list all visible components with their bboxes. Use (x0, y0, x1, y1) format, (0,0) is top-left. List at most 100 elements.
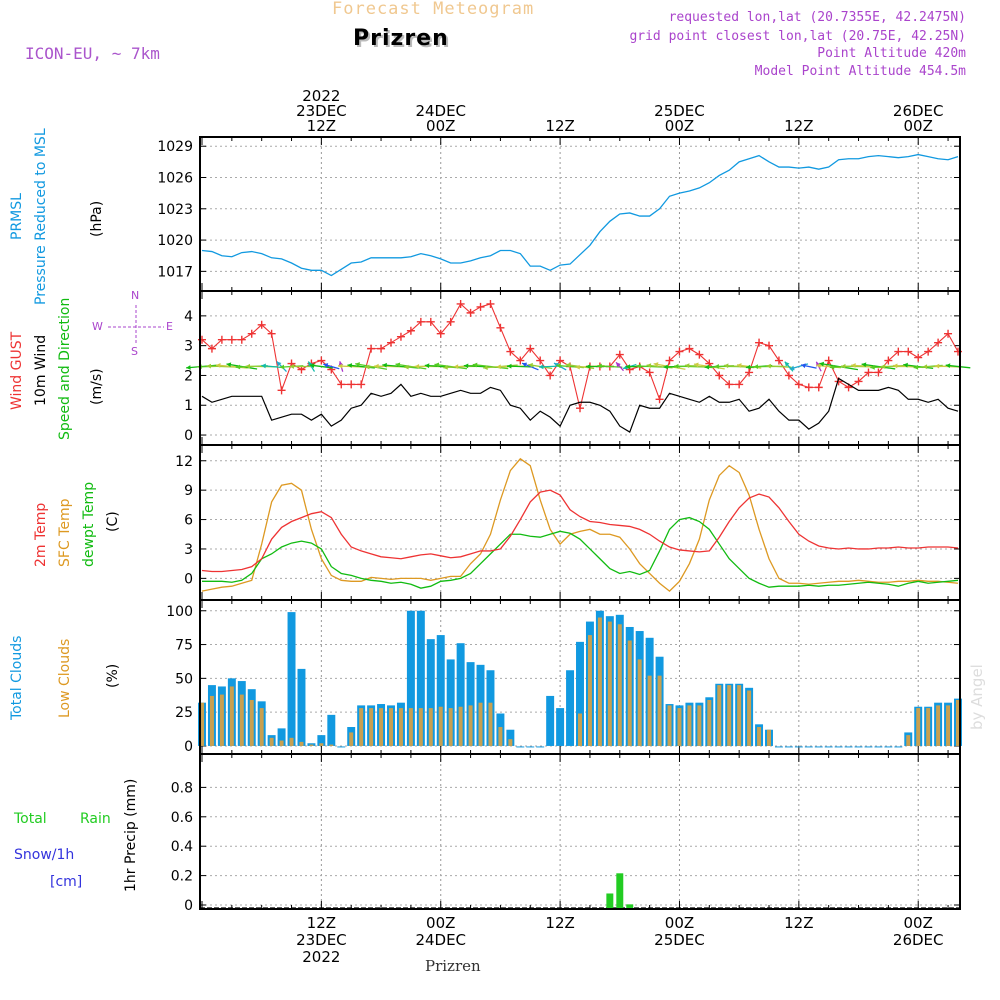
low-cloud-bar (587, 635, 592, 746)
gust-marker (615, 350, 624, 359)
low-cloud-bar (916, 708, 921, 746)
gust-marker (884, 356, 893, 365)
wind-arrow-head (364, 364, 370, 370)
point-altitude: Point Altitude 420m (817, 46, 966, 61)
wind-arrow-head (841, 363, 846, 369)
wind-arrow-head (186, 365, 191, 370)
gust-marker (665, 356, 674, 365)
y-tick-label: 9 (184, 483, 193, 499)
low-cloud-bar (498, 727, 503, 746)
low-cloud-bar (607, 621, 612, 746)
gust-marker (466, 308, 475, 317)
wind-arrow-head (945, 363, 951, 369)
gust-marker (904, 347, 913, 356)
precip-rain-label: Rain (80, 811, 111, 827)
top-time-label: 12Z (545, 117, 574, 135)
gust-marker (257, 320, 266, 329)
wind-arrow-head (472, 362, 478, 368)
y-tick-label: 3 (184, 339, 193, 355)
bottom-time-label: 24DEC (415, 931, 466, 949)
bottom-time-label: 12Z (784, 914, 813, 932)
wind-arrow-head (934, 363, 940, 369)
gust-marker (695, 350, 704, 359)
low-cloud-bar (478, 702, 483, 746)
y-tick-label: 0.4 (171, 839, 193, 855)
rain-bar (626, 904, 634, 909)
y-tick-label: 75 (175, 638, 193, 654)
total-cloud-bar (426, 639, 435, 746)
total-clouds-label: Total Clouds (9, 635, 25, 720)
gust-marker (735, 380, 744, 389)
y-tick-label: 1023 (157, 202, 193, 218)
wind-arrow-head (337, 363, 343, 369)
low-cloud-bar (299, 741, 304, 746)
model-label: ICON-EU, ~ 7km (25, 44, 160, 63)
wind-arrow-head (308, 361, 313, 367)
wind-arrow-head (653, 362, 659, 367)
low-cloud-bar (229, 686, 234, 746)
temp-sfc-line (201, 457, 959, 592)
rain-bar (606, 893, 614, 909)
top-time-label: 00Z (665, 117, 694, 135)
gust-marker (347, 380, 356, 389)
low-cloud-bar (727, 685, 732, 746)
total-cloud-bar (297, 668, 306, 746)
gust-marker (456, 299, 465, 308)
wind-arrow-head (623, 364, 629, 370)
wind-arrow-head (745, 364, 751, 370)
y-tick-label: 25 (175, 705, 193, 721)
low-cloud-bar (389, 708, 393, 746)
wind-arrow-head (636, 363, 641, 369)
wind-arrow-head (483, 365, 488, 371)
wind-arrow-head (382, 362, 387, 368)
gust-marker (914, 353, 923, 362)
low-cloud-bar (379, 708, 384, 746)
low-cloud-bar (488, 702, 493, 746)
precip-snow-label: Snow/1h (14, 847, 75, 863)
low-cloud-bar (717, 685, 722, 746)
gust-marker (556, 356, 565, 365)
y-tick-label: 1029 (157, 139, 193, 155)
total-cloud-bar (466, 662, 475, 746)
gridpoint-coords: grid point closest lon,lat (20.75E, 42.2… (629, 29, 966, 44)
total-cloud-bar (566, 670, 575, 746)
wind-direction-arrow (382, 364, 420, 369)
compass-e: E (166, 320, 173, 333)
y-tick-label: 4 (184, 309, 193, 325)
total-cloud-bar (307, 743, 316, 746)
pressure-unit: (hPa) (89, 200, 105, 237)
bottom-time-label: 25DEC (654, 931, 705, 949)
total-cloud-bar (446, 659, 455, 746)
gust-marker (715, 371, 724, 380)
wind-arrow-head (424, 363, 430, 369)
footer-location: Prizren (425, 957, 481, 975)
y-tick-label: 6 (184, 513, 193, 529)
gust-marker (476, 302, 485, 311)
wind-arrow-head (279, 364, 285, 370)
wind-arrow-head (434, 362, 440, 368)
wind-arrow-head (226, 362, 232, 368)
low-cloud-bar (707, 699, 712, 746)
pressure-line (201, 153, 959, 277)
low-cloud-bar (279, 740, 284, 746)
wind-arrow-head (463, 363, 469, 369)
location-title: Prizren (353, 26, 449, 51)
low-cloud-bar (438, 706, 443, 746)
bottom-time-label: 00Z (904, 914, 933, 932)
y-tick-label: 1026 (157, 171, 193, 187)
wind-arrow-head (913, 364, 919, 370)
top-time-label: 12Z (784, 117, 813, 135)
gust-marker (237, 335, 246, 344)
wind-arrow-head (674, 363, 679, 369)
y-tick-label: 2 (184, 368, 193, 384)
y-tick-label: 1 (184, 398, 193, 414)
low-cloud-bar (219, 694, 224, 746)
wind-arrow-head (507, 363, 512, 369)
gust-marker (685, 344, 694, 353)
pressure-msl-label: Pressure Reduced to MSL (33, 128, 49, 305)
low-cloud-bar (906, 735, 911, 746)
total-cloud-bar (576, 641, 584, 746)
gust-marker (277, 386, 286, 395)
wind-arrow-head (903, 362, 908, 368)
gust-marker (207, 344, 216, 353)
